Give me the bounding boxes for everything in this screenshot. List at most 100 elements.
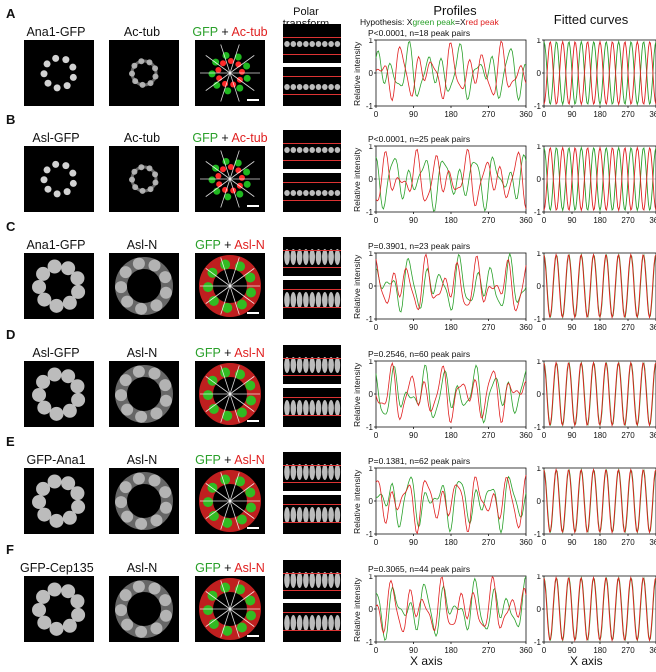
x-tick-label: 0 xyxy=(374,431,379,440)
polar-spot xyxy=(315,572,322,588)
merge-label: GFP + Asl-N xyxy=(188,238,272,252)
spot xyxy=(150,514,163,527)
polar-spot xyxy=(303,41,309,47)
spot xyxy=(44,79,52,87)
spot xyxy=(131,62,138,69)
x-tick-label: 0 xyxy=(374,646,379,655)
polar-spot xyxy=(309,614,315,631)
x-tick-label: 180 xyxy=(593,323,607,332)
spot xyxy=(62,295,77,310)
spot xyxy=(61,369,76,384)
merge-label-plus: + xyxy=(224,346,232,360)
polar-spot xyxy=(328,506,334,523)
polar-spot xyxy=(334,464,341,480)
polar-strip-top xyxy=(283,345,341,384)
polar-spot xyxy=(303,357,309,373)
y-axis-label: Relative intensity xyxy=(352,577,362,642)
x-tick-label: 180 xyxy=(593,216,607,225)
polar-spot xyxy=(303,572,309,588)
micrograph-image xyxy=(115,365,173,423)
y-tick-label: 1 xyxy=(369,144,374,151)
profile-plot: 1 0 -1 0 90 180 270 360 xyxy=(364,36,536,120)
profile-chart: 10-10 90 180 270 360 xyxy=(366,464,533,547)
polar-separator xyxy=(283,169,341,173)
polar-spot xyxy=(315,614,322,631)
profile-plot: 1 0 -1 0 90 180 270 360 xyxy=(364,464,536,548)
spot xyxy=(152,171,159,178)
y-tick-label: 0 xyxy=(369,69,374,78)
spot xyxy=(119,481,132,494)
polar-spot xyxy=(284,291,290,308)
spot xyxy=(203,497,214,508)
spot xyxy=(52,54,60,62)
y-tick-label: 1 xyxy=(537,38,542,45)
spot xyxy=(135,410,148,423)
polar-strip-image xyxy=(284,572,341,588)
x-tick-label: 0 xyxy=(374,538,379,547)
x-tick-label: 180 xyxy=(444,646,458,655)
polar-spot xyxy=(296,399,303,416)
spot xyxy=(71,284,86,299)
green-series-line xyxy=(375,154,527,212)
radial-line xyxy=(229,72,255,91)
polar-spot xyxy=(284,147,290,153)
radial-line xyxy=(229,178,240,208)
y-tick-label: 0 xyxy=(369,282,374,291)
channel1-label: Ana1-GFP xyxy=(26,25,86,39)
polar-spot xyxy=(334,83,341,90)
x-tick-label: 0 xyxy=(542,110,547,119)
spot xyxy=(70,271,85,286)
radial-line xyxy=(205,483,231,502)
polar-guide-line xyxy=(283,482,341,483)
spot xyxy=(69,73,77,81)
polar-guide-line xyxy=(283,630,341,631)
micrograph-image xyxy=(32,367,86,421)
spot xyxy=(37,400,52,415)
polar-strip-image xyxy=(284,464,341,480)
channel2-label: Asl-N xyxy=(126,238,158,252)
spot xyxy=(222,157,230,165)
red-series-line xyxy=(375,253,527,312)
polar-strip-bot xyxy=(283,603,341,642)
red-series-line xyxy=(375,474,527,535)
x-axis-label-profiles: X axis xyxy=(410,654,443,668)
radial-line xyxy=(229,393,240,423)
polar-guide-line xyxy=(283,54,341,55)
polar-guide-line xyxy=(283,182,341,183)
y-tick-label: 0 xyxy=(537,69,542,78)
y-tick-label: 0 xyxy=(537,282,542,291)
spot xyxy=(129,176,136,183)
polar-spot xyxy=(309,249,315,265)
spot xyxy=(49,298,64,313)
spot xyxy=(132,472,145,485)
spot xyxy=(62,618,77,633)
x-tick-label: 270 xyxy=(621,216,635,225)
polar-spot xyxy=(309,357,315,373)
spot xyxy=(37,615,52,630)
spot xyxy=(32,602,47,617)
polar-spot xyxy=(328,83,334,90)
polar-spot xyxy=(328,41,334,47)
merge-label: GFP + Ac-tub xyxy=(188,131,272,145)
radial-line xyxy=(229,591,255,610)
spot xyxy=(70,486,85,501)
spot xyxy=(40,176,48,184)
radial-line xyxy=(220,608,231,638)
micrograph-image xyxy=(32,474,86,528)
x-tick-label: 0 xyxy=(542,323,547,332)
micrograph-merge xyxy=(195,361,265,427)
spot xyxy=(52,160,60,168)
spot xyxy=(129,70,136,77)
polar-spot xyxy=(334,572,341,588)
polar-strip-image xyxy=(284,291,341,308)
hypothesis-eq: =X xyxy=(455,17,466,27)
micrograph-channel2 xyxy=(109,146,179,212)
micrograph-channel1 xyxy=(24,468,94,534)
x-tick-label: 180 xyxy=(593,110,607,119)
spot xyxy=(159,286,172,299)
polar-spot xyxy=(334,399,341,416)
y-tick-label: 1 xyxy=(537,251,542,258)
x-tick-label: 90 xyxy=(568,216,577,225)
red-series-line xyxy=(375,40,527,102)
polar-guide-line xyxy=(283,307,341,308)
